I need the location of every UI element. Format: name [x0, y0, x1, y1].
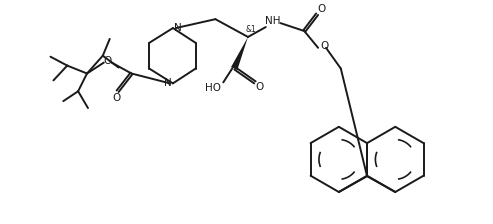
Text: &1: &1 — [246, 25, 256, 34]
Text: O: O — [112, 93, 121, 103]
Text: O: O — [317, 4, 325, 14]
Text: O: O — [104, 56, 112, 66]
Text: NH: NH — [265, 16, 281, 26]
Text: O: O — [320, 41, 328, 51]
Text: N: N — [164, 78, 172, 88]
Text: O: O — [256, 82, 264, 92]
Text: HO: HO — [206, 83, 221, 93]
Polygon shape — [231, 37, 248, 70]
Text: N: N — [174, 23, 182, 33]
